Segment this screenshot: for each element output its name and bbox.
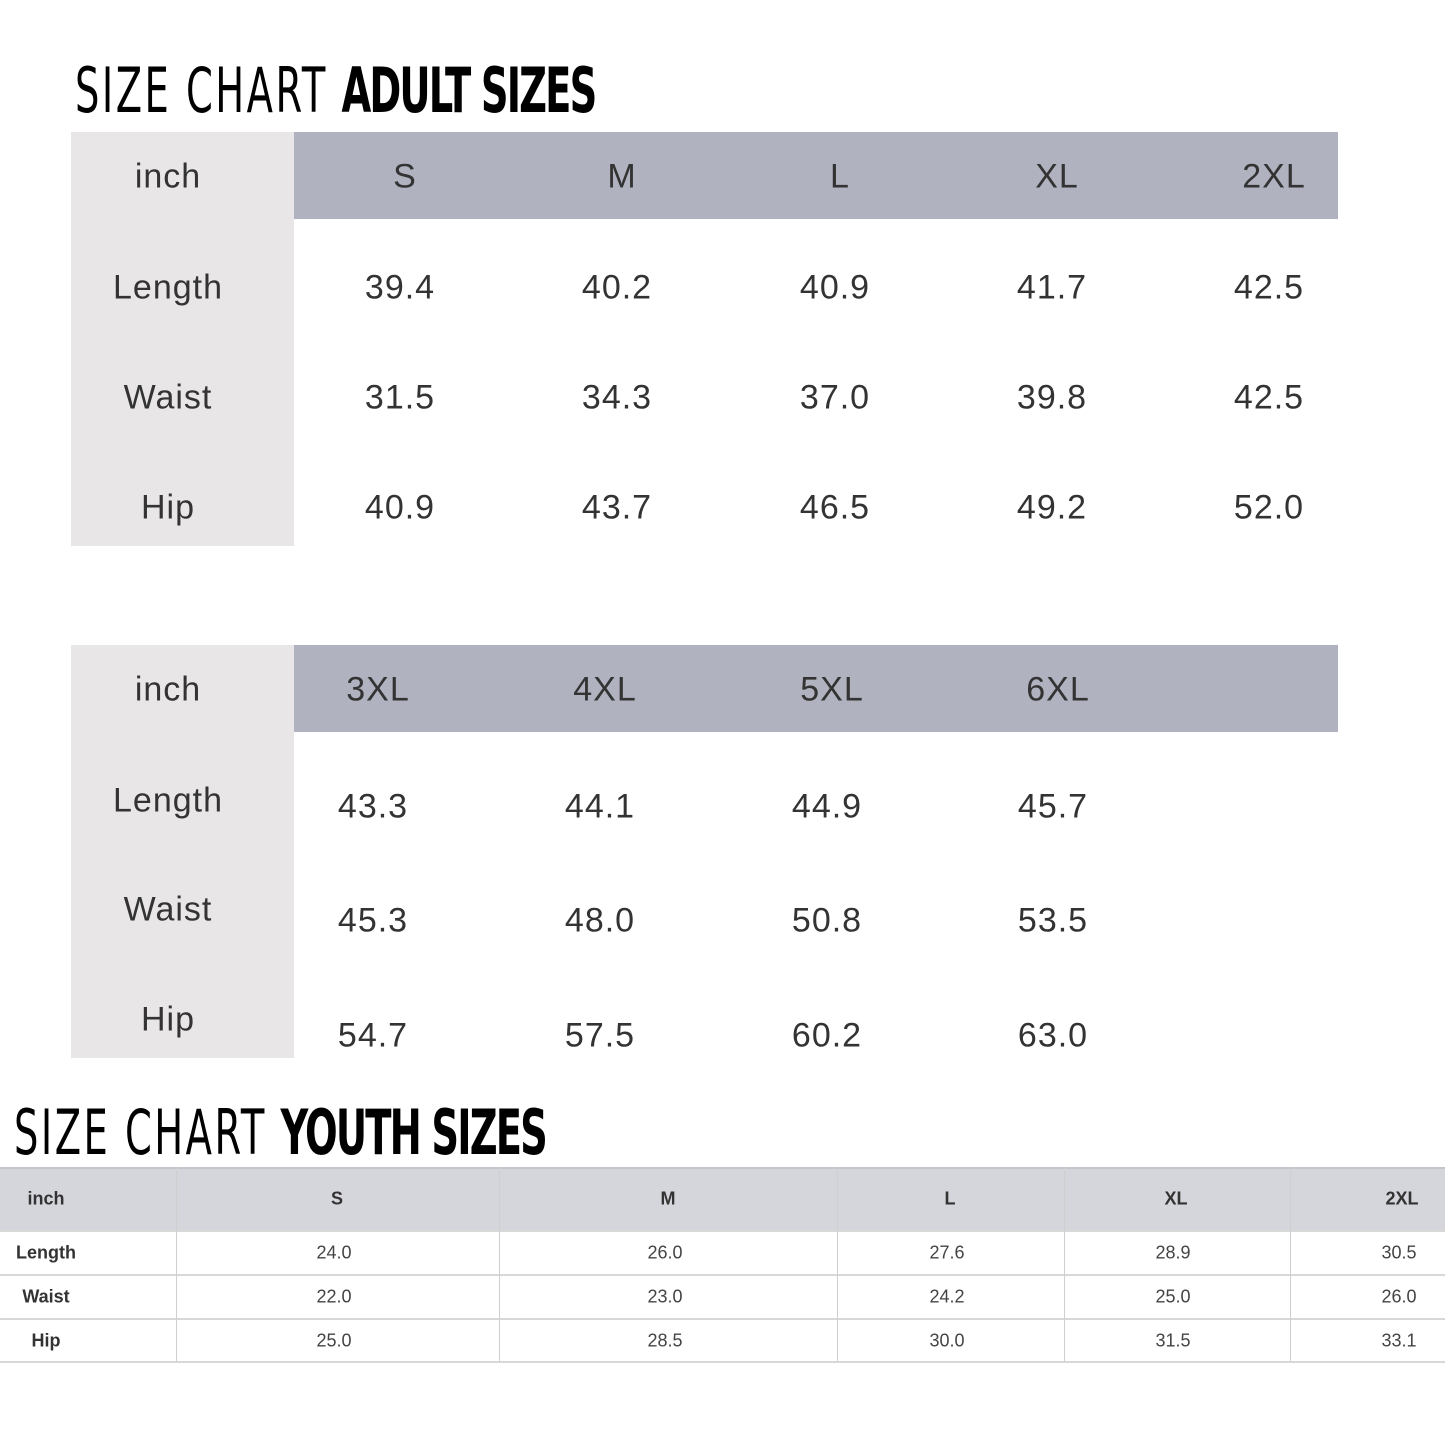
- value: 24.0: [316, 1242, 352, 1263]
- value: 26.0: [1381, 1286, 1417, 1307]
- size-header: XL: [1164, 1188, 1188, 1209]
- value: 31.5: [1155, 1330, 1191, 1351]
- value: 25.0: [1155, 1286, 1191, 1307]
- size-header: 2XL: [1242, 157, 1306, 196]
- subtitle: YOUTH SIZES: [280, 1096, 547, 1169]
- value: 44.9: [791, 787, 863, 826]
- value: 52.0: [1233, 488, 1305, 527]
- row-line: [0, 1230, 1445, 1232]
- value: 53.5: [1017, 901, 1089, 940]
- row-label: Length: [16, 1242, 76, 1263]
- row-line: [0, 1274, 1445, 1276]
- size-header: 6XL: [1026, 670, 1090, 709]
- unit-header: inch: [134, 670, 202, 709]
- value: 40.2: [581, 268, 653, 307]
- row-label: Length: [113, 781, 223, 820]
- value: 27.6: [929, 1242, 965, 1263]
- header-bar: [294, 132, 1338, 219]
- label-column: [71, 645, 294, 1058]
- value: 22.0: [316, 1286, 352, 1307]
- size-header: M: [607, 157, 637, 196]
- value: 43.3: [337, 787, 409, 826]
- col-line: [837, 1167, 838, 1362]
- value: 30.0: [929, 1330, 965, 1351]
- youth-header-bg: [0, 1167, 1445, 1232]
- row-line: [0, 1318, 1445, 1320]
- value: 24.2: [929, 1286, 965, 1307]
- size-header: L: [944, 1188, 956, 1209]
- value: 33.1: [1381, 1330, 1417, 1351]
- youth-title: SIZE CHART YOUTH SIZES: [14, 1102, 548, 1164]
- size-header: inch: [27, 1188, 65, 1209]
- value: 28.5: [647, 1330, 683, 1351]
- value: 43.7: [581, 488, 653, 527]
- title: SIZE CHART: [14, 1096, 267, 1169]
- unit-header: inch: [134, 157, 202, 196]
- size-header: 2XL: [1385, 1188, 1419, 1209]
- row-line: [0, 1361, 1445, 1363]
- row-label: Waist: [22, 1286, 70, 1307]
- size-header: S: [393, 157, 417, 196]
- size-header: 3XL: [346, 670, 410, 709]
- adult-title: SIZE CHART ADULT SIZES: [75, 60, 597, 122]
- value: 57.5: [564, 1016, 636, 1055]
- value: 30.5: [1381, 1242, 1417, 1263]
- value: 39.8: [1016, 378, 1088, 417]
- value: 28.9: [1155, 1242, 1191, 1263]
- col-line: [1064, 1167, 1065, 1362]
- title: SIZE CHART: [75, 54, 328, 127]
- col-line: [499, 1167, 500, 1362]
- size-header: S: [330, 1188, 344, 1209]
- header-bar: [294, 645, 1338, 732]
- value: 48.0: [564, 901, 636, 940]
- value: 42.5: [1233, 378, 1305, 417]
- subtitle: ADULT SIZES: [341, 54, 597, 127]
- row-label: Hip: [140, 488, 196, 527]
- value: 31.5: [364, 378, 436, 417]
- value: 40.9: [799, 268, 871, 307]
- value: 39.4: [364, 268, 436, 307]
- value: 54.7: [337, 1016, 409, 1055]
- value: 40.9: [364, 488, 436, 527]
- row-label: Hip: [31, 1330, 61, 1351]
- size-header: XL: [1035, 157, 1079, 196]
- col-line: [1290, 1167, 1291, 1362]
- label-column: [71, 132, 294, 546]
- col-line: [176, 1167, 177, 1362]
- value: 63.0: [1017, 1016, 1089, 1055]
- size-header: 4XL: [573, 670, 637, 709]
- row-label: Hip: [140, 1000, 196, 1039]
- row-label: Waist: [123, 378, 213, 417]
- value: 50.8: [791, 901, 863, 940]
- row-label: Waist: [123, 890, 213, 929]
- value: 34.3: [581, 378, 653, 417]
- value: 26.0: [647, 1242, 683, 1263]
- value: 23.0: [647, 1286, 683, 1307]
- value: 45.7: [1017, 787, 1089, 826]
- row-label: Length: [113, 268, 223, 307]
- value: 25.0: [316, 1330, 352, 1351]
- value: 41.7: [1016, 268, 1088, 307]
- value: 37.0: [799, 378, 871, 417]
- size-header: L: [830, 157, 850, 196]
- value: 44.1: [564, 787, 636, 826]
- value: 45.3: [337, 901, 409, 940]
- value: 49.2: [1016, 488, 1088, 527]
- value: 42.5: [1233, 268, 1305, 307]
- value: 60.2: [791, 1016, 863, 1055]
- size-header: M: [660, 1188, 676, 1209]
- value: 46.5: [799, 488, 871, 527]
- size-header: 5XL: [800, 670, 864, 709]
